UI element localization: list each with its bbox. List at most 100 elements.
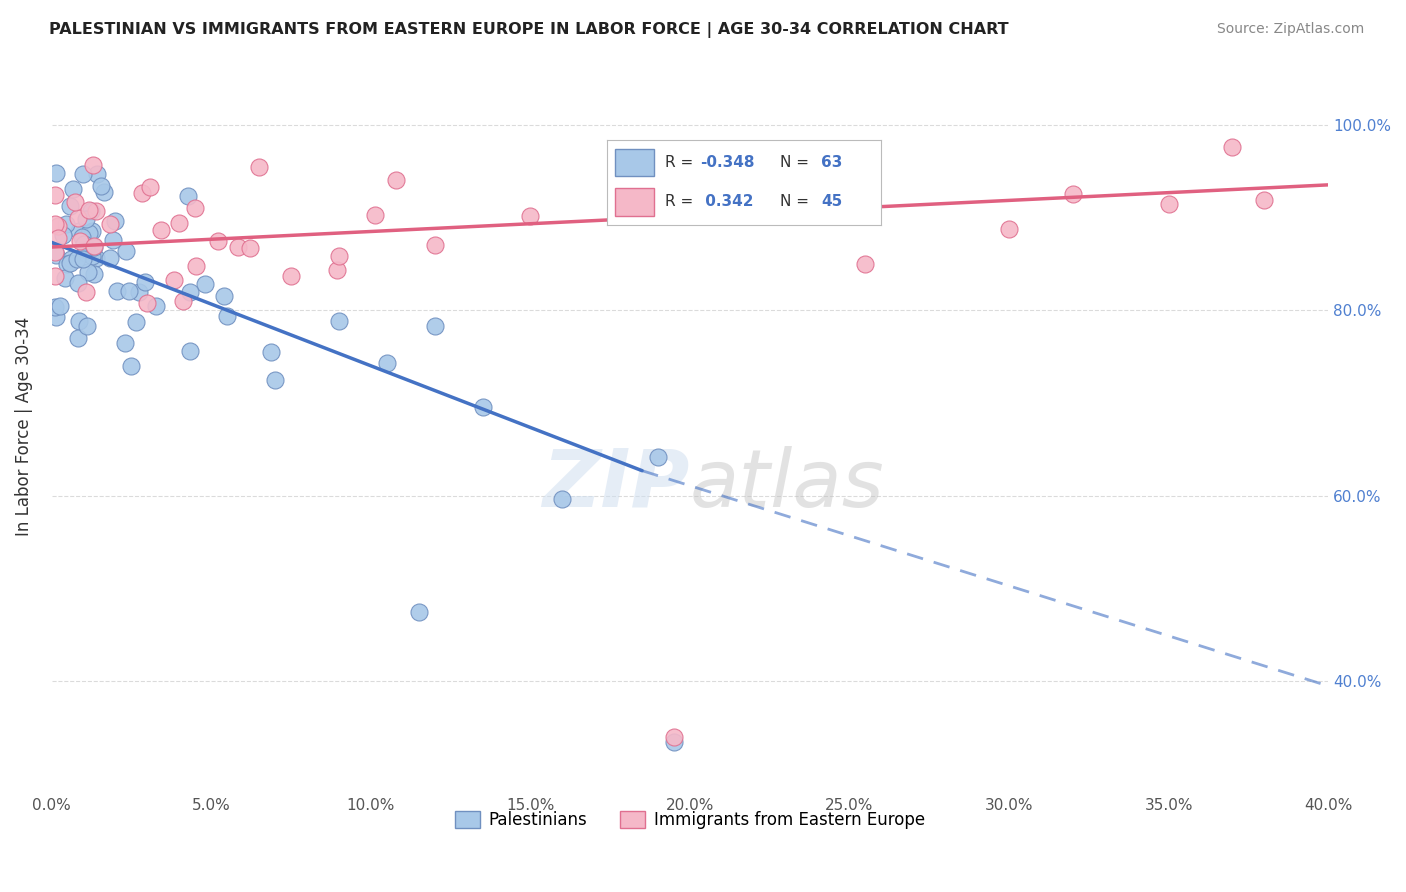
Point xyxy=(134,275,156,289)
Point xyxy=(423,238,446,252)
Point xyxy=(177,189,200,203)
Point xyxy=(62,182,84,196)
Point xyxy=(125,315,148,329)
Point xyxy=(184,260,207,274)
Point xyxy=(86,203,108,218)
Point xyxy=(53,271,76,285)
Point xyxy=(80,224,103,238)
Point xyxy=(49,299,72,313)
Point xyxy=(326,262,349,277)
Point xyxy=(98,252,121,266)
Point xyxy=(551,492,574,507)
Point xyxy=(1157,197,1180,211)
Point xyxy=(75,242,97,256)
Point xyxy=(260,344,283,359)
Point xyxy=(83,239,105,253)
Point xyxy=(59,255,82,269)
Point xyxy=(72,252,94,266)
Text: ZIP: ZIP xyxy=(543,446,690,524)
Point xyxy=(163,273,186,287)
Point xyxy=(614,193,637,207)
Point xyxy=(104,213,127,227)
Point xyxy=(59,199,82,213)
Point xyxy=(662,734,685,748)
Point xyxy=(66,331,89,345)
Point xyxy=(1062,186,1084,201)
Point xyxy=(86,167,108,181)
Point xyxy=(239,241,262,255)
Point xyxy=(67,224,90,238)
Point xyxy=(44,218,66,232)
Point xyxy=(855,256,877,270)
Point xyxy=(46,231,69,245)
Point xyxy=(114,336,136,351)
Point xyxy=(364,208,387,222)
Text: PALESTINIAN VS IMMIGRANTS FROM EASTERN EUROPE IN LABOR FORCE | AGE 30-34 CORRELA: PALESTINIAN VS IMMIGRANTS FROM EASTERN E… xyxy=(49,22,1010,38)
Point xyxy=(217,310,239,324)
Point xyxy=(69,234,91,248)
Point xyxy=(375,356,398,370)
Point xyxy=(44,300,66,314)
Point xyxy=(45,166,67,180)
Point xyxy=(55,217,77,231)
Point xyxy=(75,212,97,227)
Point xyxy=(44,188,66,202)
Point xyxy=(184,201,207,215)
Point xyxy=(75,285,97,300)
Legend: Palestinians, Immigrants from Eastern Europe: Palestinians, Immigrants from Eastern Eu… xyxy=(449,804,932,836)
Point xyxy=(212,289,235,303)
Point xyxy=(647,450,669,465)
Point xyxy=(264,373,287,387)
Point xyxy=(83,239,105,253)
Point xyxy=(52,228,75,243)
Point xyxy=(55,257,77,271)
Point xyxy=(45,310,67,325)
Point xyxy=(139,180,162,194)
Point xyxy=(179,285,201,300)
Point xyxy=(135,296,157,310)
Point xyxy=(280,268,302,283)
Point xyxy=(93,185,115,199)
Text: Source: ZipAtlas.com: Source: ZipAtlas.com xyxy=(1216,22,1364,37)
Point xyxy=(105,284,128,298)
Point xyxy=(121,359,143,373)
Point xyxy=(76,318,98,333)
Point xyxy=(131,186,153,200)
Point xyxy=(207,234,229,248)
Point xyxy=(72,230,94,244)
Point xyxy=(128,285,150,299)
Point xyxy=(103,233,125,247)
Point xyxy=(385,173,408,187)
Point xyxy=(77,226,100,240)
Point xyxy=(423,318,446,333)
Point xyxy=(44,269,66,284)
Point xyxy=(77,202,100,217)
Point xyxy=(172,293,194,308)
Point xyxy=(44,245,66,260)
Point xyxy=(83,267,105,281)
Point xyxy=(80,249,103,263)
Point xyxy=(998,221,1021,235)
Point xyxy=(45,248,67,262)
Point xyxy=(1222,140,1244,154)
Point xyxy=(169,216,191,230)
Point xyxy=(114,244,136,258)
Point xyxy=(118,285,141,299)
Y-axis label: In Labor Force | Age 30-34: In Labor Force | Age 30-34 xyxy=(15,317,32,536)
Point xyxy=(226,240,249,254)
Point xyxy=(72,167,94,181)
Point xyxy=(77,265,100,279)
Point xyxy=(65,194,87,209)
Point xyxy=(408,605,430,619)
Point xyxy=(66,211,89,225)
Point xyxy=(247,160,270,174)
Point xyxy=(73,245,96,260)
Point xyxy=(145,299,167,313)
Point xyxy=(46,219,69,233)
Point xyxy=(328,249,350,263)
Point xyxy=(73,236,96,251)
Point xyxy=(149,223,172,237)
Text: atlas: atlas xyxy=(690,446,884,524)
Point xyxy=(1253,193,1275,207)
Point xyxy=(179,344,201,359)
